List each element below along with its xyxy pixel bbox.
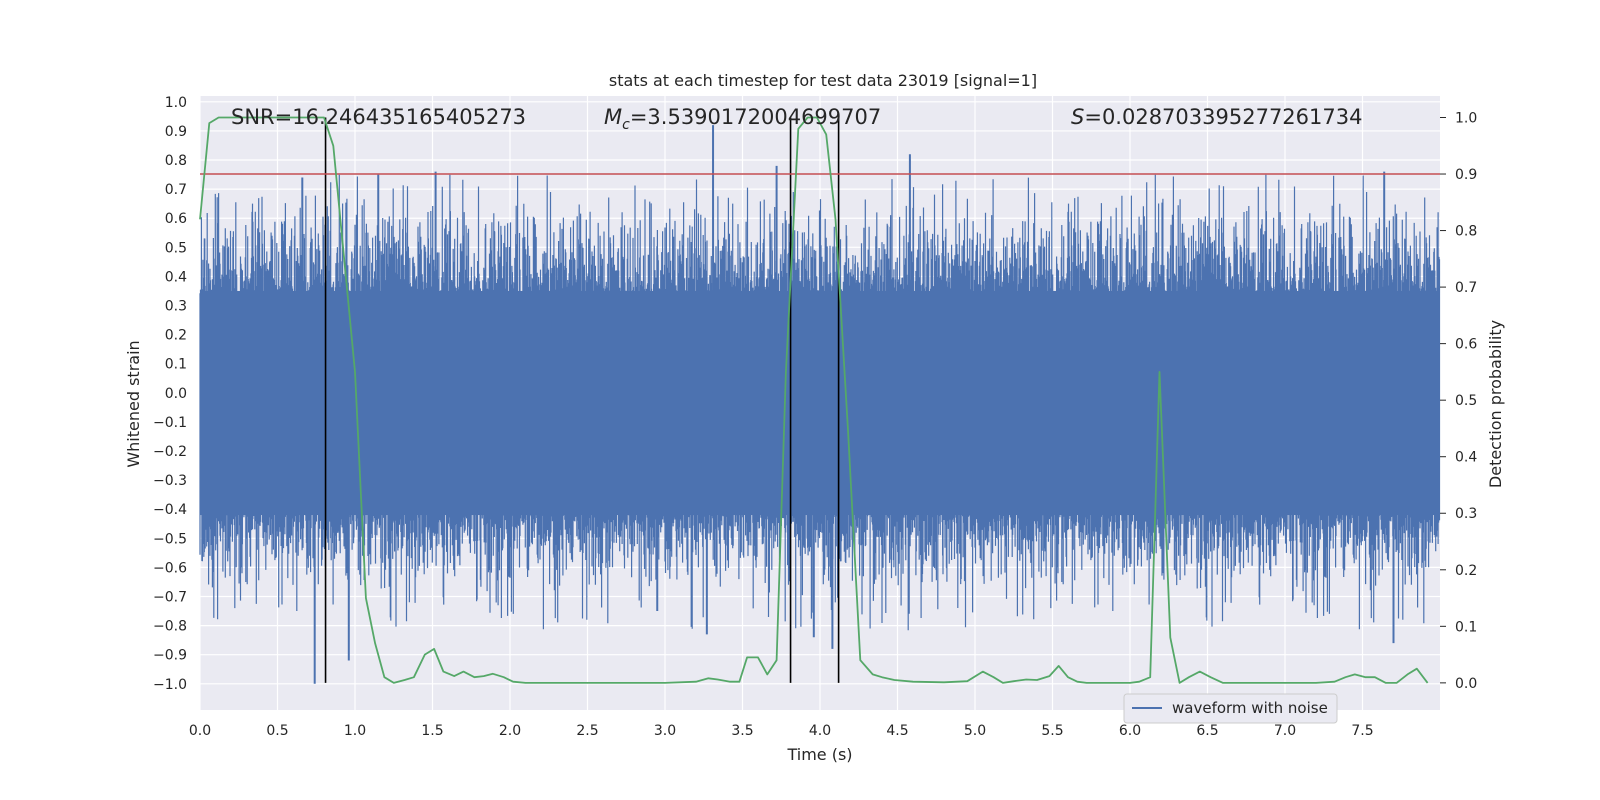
chirp-mass-symbol: M	[604, 105, 622, 129]
x-tick-label-11: 5.5	[1041, 723, 1063, 739]
left-y-tick-label-4: 0.6	[165, 211, 187, 227]
s-value: =0.028703395277261734	[1084, 105, 1362, 129]
left-y-axis-label: Whitened strain	[124, 340, 143, 467]
x-tick-label-15: 7.5	[1351, 723, 1373, 739]
left-y-axis-ticks: 1.0 0.9 0.8 0.7 0.6 0.5 0.4 0.3 0.2 0.1 0.0 −0.1 −0.…	[153, 95, 187, 693]
left-y-tick-label-3: 0.7	[165, 182, 187, 198]
left-y-tick-label-5: 0.5	[165, 240, 187, 256]
left-y-tick-label-10: 0.0	[165, 386, 187, 402]
legend-box	[1123, 693, 1338, 724]
right-y-tick-label-0: 1.0	[1455, 110, 1477, 126]
left-y-tick-label-0: 1.0	[165, 95, 187, 111]
x-tick-label-5: 2.5	[576, 723, 598, 739]
left-y-tick-label-16: −0.6	[153, 560, 187, 576]
waveform-series	[199, 125, 1441, 684]
legend: waveform with noise	[1123, 693, 1338, 724]
right-y-axis-ticks: 1.0 0.9 0.8 0.7 0.6 0.5 0.4 0.3 0.2 0.1 0.0	[1440, 110, 1477, 692]
right-y-axis-label: Detection probability	[1486, 320, 1505, 488]
left-y-tick-label-8: 0.2	[165, 328, 187, 344]
waveform-core-band	[200, 290, 1440, 516]
right-y-tick-label-10: 0.0	[1455, 676, 1477, 692]
s-annotation: S=0.028703395277261734	[1071, 105, 1362, 129]
chart-title: stats at each timestep for test data 230…	[609, 71, 1037, 90]
left-y-tick-label-17: −0.7	[153, 590, 187, 606]
x-tick-label-6: 3.0	[654, 723, 676, 739]
legend-label-waveform: waveform with noise	[1172, 699, 1328, 717]
snr-annotation: SNR=16.246435165405273	[231, 105, 526, 129]
x-tick-label-3: 1.5	[421, 723, 443, 739]
x-tick-label-0: 0.0	[189, 723, 211, 739]
right-y-tick-label-9: 0.1	[1455, 619, 1477, 635]
x-tick-label-8: 4.0	[809, 723, 831, 739]
detection-probability-series	[199, 116, 1429, 684]
x-tick-label-4: 2.0	[499, 723, 521, 739]
left-y-tick-label-7: 0.3	[165, 299, 187, 315]
right-y-tick-label-7: 0.3	[1455, 506, 1477, 522]
x-tick-label-2: 1.0	[344, 723, 366, 739]
annotations: SNR=16.246435165405273 Mc=3.539017200469…	[231, 105, 1362, 133]
left-y-tick-label-12: −0.2	[153, 444, 187, 460]
left-y-tick-label-19: −0.9	[153, 648, 187, 664]
right-y-tick-label-2: 0.8	[1455, 224, 1477, 240]
x-tick-label-13: 6.5	[1196, 723, 1218, 739]
x-tick-label-1: 0.5	[266, 723, 288, 739]
s-symbol: S	[1071, 105, 1084, 129]
x-tick-label-10: 5.0	[964, 723, 986, 739]
probability-line	[199, 116, 1429, 684]
left-y-tick-label-11: −0.1	[153, 415, 187, 431]
left-y-tick-label-6: 0.4	[165, 269, 187, 285]
chirp-mass-subscript: c	[622, 117, 630, 133]
left-y-tick-label-2: 0.8	[165, 153, 187, 169]
right-y-tick-label-4: 0.6	[1455, 337, 1477, 353]
x-tick-label-14: 7.0	[1274, 723, 1296, 739]
vertical-markers	[324, 117, 840, 683]
right-y-tick-label-3: 0.7	[1455, 280, 1477, 296]
right-y-tick-label-8: 0.2	[1455, 563, 1477, 579]
left-y-tick-label-18: −0.8	[153, 619, 187, 635]
left-y-tick-label-14: −0.4	[153, 502, 187, 518]
x-tick-label-9: 4.5	[886, 723, 908, 739]
left-y-tick-label-13: −0.3	[153, 473, 187, 489]
left-y-tick-label-15: −0.5	[153, 531, 187, 547]
x-axis-label: Time (s)	[786, 745, 852, 764]
right-y-tick-label-5: 0.5	[1455, 393, 1477, 409]
chirp-mass-annotation: Mc=3.5390172004699707	[604, 105, 881, 133]
chirp-mass-value: =3.5390172004699707	[630, 105, 881, 129]
x-tick-label-12: 6.0	[1119, 723, 1141, 739]
x-axis-ticks: 0.0 0.5 1.0 1.5 2.0 2.5 3.0 3.5 4.0 4.5 5.0 5.5 6.0 6…	[189, 723, 1374, 739]
left-y-tick-label-9: 0.1	[165, 357, 187, 373]
right-y-tick-label-1: 0.9	[1455, 167, 1477, 183]
x-tick-label-7: 3.5	[731, 723, 753, 739]
left-y-tick-label-1: 0.9	[165, 124, 187, 140]
left-y-tick-label-20: −1.0	[153, 677, 187, 693]
right-y-tick-label-6: 0.4	[1455, 450, 1477, 466]
